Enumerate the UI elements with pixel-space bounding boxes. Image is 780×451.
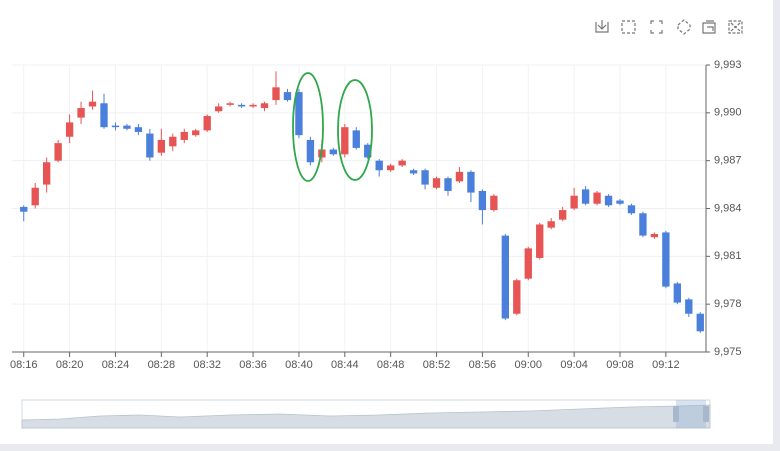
candle-body: [375, 160, 383, 171]
candle-body: [524, 248, 532, 279]
candle-body: [364, 144, 372, 158]
candle-body: [20, 206, 28, 212]
candle-body: [386, 165, 395, 171]
candle-body: [547, 221, 555, 228]
candle-body: [662, 232, 670, 287]
x-tick-label: 08:32: [193, 359, 221, 371]
candle-body: [650, 234, 659, 238]
x-tick-label: 08:20: [56, 359, 84, 371]
restore-icon[interactable]: [677, 19, 691, 35]
x-tick-label: 08:28: [148, 359, 176, 371]
candle-body: [203, 116, 211, 131]
x-tick-label: 09:08: [606, 359, 634, 371]
candle-body: [100, 103, 108, 128]
candle-body: [432, 178, 441, 188]
candle-body: [627, 205, 636, 214]
candle-body: [134, 127, 143, 132]
zoom-reset-icon[interactable]: [650, 20, 663, 34]
zoom-handle[interactable]: [673, 406, 679, 422]
candle-body: [65, 122, 74, 137]
candle-body: [467, 171, 475, 193]
candle-body: [260, 103, 269, 109]
candle-body: [513, 280, 521, 314]
data-view-icon[interactable]: [702, 20, 716, 34]
y-tick-label: 9,978: [714, 298, 742, 310]
download-icon[interactable]: [595, 20, 609, 33]
candle-body: [581, 189, 590, 204]
candle-body: [283, 92, 292, 101]
candle-body: [306, 139, 315, 163]
zoom-selection[interactable]: [676, 400, 706, 428]
x-tick-label: 08:48: [377, 359, 405, 371]
candle-body: [673, 283, 682, 303]
candle-body: [77, 108, 85, 118]
candle-body: [295, 92, 303, 136]
candle-body: [180, 131, 188, 140]
candle-body: [341, 127, 349, 155]
zoom-icon[interactable]: [621, 20, 636, 34]
candle-body: [249, 104, 257, 107]
candle-body: [54, 143, 62, 161]
x-tick-label: 09:00: [515, 359, 543, 371]
candle-body: [685, 299, 693, 314]
candle-body: [455, 171, 464, 182]
candle-body: [501, 235, 510, 319]
candle-body: [593, 192, 601, 204]
candle-body: [536, 224, 544, 258]
y-tick-label: 9,975: [714, 346, 742, 358]
x-tick-label: 09:12: [652, 359, 680, 371]
candle-body: [192, 130, 200, 136]
candle-body: [478, 190, 487, 211]
y-tick-label: 9,984: [714, 202, 742, 214]
candle-body: [616, 200, 624, 204]
candle-body: [146, 133, 154, 158]
candle-body: [444, 178, 452, 191]
candle-body: [329, 149, 338, 155]
x-tick-label: 08:36: [239, 359, 267, 371]
candle-body: [169, 136, 177, 147]
candle-body: [88, 101, 97, 107]
candle-body: [558, 210, 567, 220]
x-tick-label: 09:04: [560, 359, 588, 371]
candle-body: [409, 170, 418, 174]
candle-body: [42, 162, 51, 185]
candle-body: [31, 187, 39, 206]
x-tick-label: 08:44: [331, 359, 359, 371]
candle-body: [157, 139, 166, 153]
candle-body: [639, 213, 647, 236]
x-tick-label: 08:40: [285, 359, 313, 371]
candle-body: [352, 130, 360, 148]
data-zoom: [21, 399, 711, 429]
y-tick-label: 9,987: [714, 155, 742, 167]
candle-body: [237, 104, 246, 107]
candle-body: [111, 125, 120, 128]
toolbar: [595, 19, 743, 35]
candle-body: [421, 170, 429, 185]
highlight-ellipse: [337, 79, 373, 181]
candle-body: [123, 125, 131, 129]
x-tick-label: 08:16: [10, 359, 38, 371]
x-tick-label: 08:24: [102, 359, 130, 371]
y-tick-label: 9,981: [714, 250, 742, 262]
candle-body: [214, 106, 223, 112]
candle-body: [570, 195, 578, 209]
candle-body: [696, 313, 704, 332]
candle-body: [272, 87, 280, 101]
zoom-handle[interactable]: [703, 406, 709, 422]
candle-body: [226, 103, 234, 105]
candle-body: [398, 160, 406, 166]
candle-body: [490, 195, 498, 211]
zoom-preview: [21, 404, 711, 429]
x-tick-label: 08:52: [423, 359, 451, 371]
y-tick-label: 9,990: [714, 107, 742, 119]
x-tick-label: 08:56: [469, 359, 497, 371]
y-tick-label: 9,993: [714, 59, 742, 71]
candle-body: [604, 195, 613, 206]
clear-icon[interactable]: [728, 20, 743, 34]
highlight-ellipse: [292, 72, 324, 182]
plot: 9,975 9,978 9,981 9,984 9,987 9,990 9,993 08:16…: [10, 59, 742, 371]
